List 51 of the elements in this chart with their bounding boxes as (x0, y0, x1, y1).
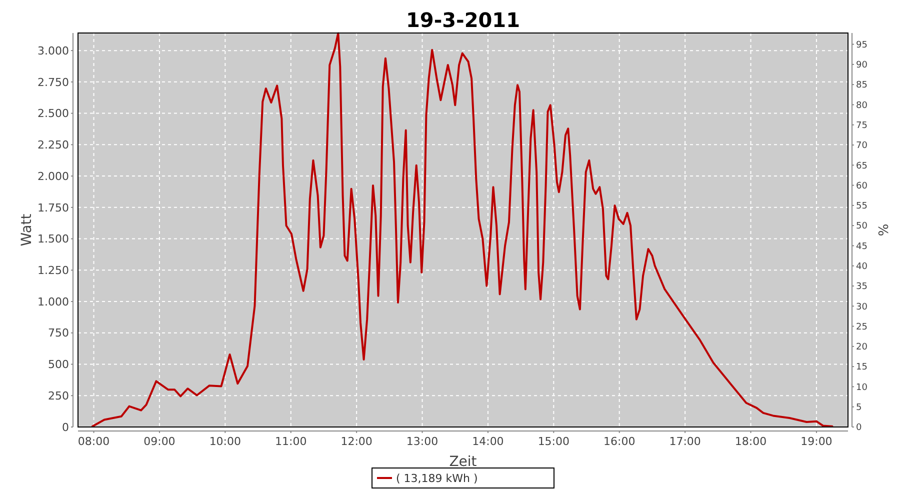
y-tick-label: 0 (62, 420, 69, 434)
y2-tick-label: 0 (856, 423, 862, 434)
y-tick-label: 1.000 (38, 295, 69, 308)
y2-tick-label: 60 (856, 181, 868, 192)
x-tick-label: 17:00 (669, 435, 701, 448)
chart-title: 19-3-2011 (406, 8, 520, 32)
y-tick-label: 2.500 (38, 107, 69, 120)
y-tick-label: 500 (48, 358, 69, 372)
y2-tick-label: 85 (856, 80, 868, 91)
y-axis-title: Watt (19, 213, 35, 246)
y2-tick-label: 90 (856, 60, 868, 71)
x-tick-label: 11:00 (275, 435, 307, 448)
y2-tick-label: 95 (856, 40, 868, 50)
legend-label: ( 13,189 kWh ) (396, 472, 478, 485)
y2-tick-label: 80 (856, 100, 868, 111)
x-tick-label: 10:00 (209, 435, 242, 448)
y2-tick-label: 35 (856, 282, 868, 292)
x-tick-label: 15:00 (538, 435, 570, 448)
x-tick-label: 12:00 (340, 435, 372, 448)
x-tick-label: 18:00 (734, 435, 767, 448)
y-tick-label: 1.500 (38, 232, 69, 246)
y2-tick-label: 45 (856, 242, 868, 252)
y-tick-label: 3.000 (38, 44, 69, 58)
y-tick-label: 250 (48, 389, 69, 402)
y-tick-label: 2.750 (38, 76, 69, 89)
y2-tick-label: 70 (856, 141, 868, 152)
x-axis-title: Zeit (449, 454, 478, 470)
y2-tick-label: 40 (856, 262, 868, 272)
x-tick-label: 19:00 (800, 435, 832, 448)
x-tick-label: 08:00 (78, 435, 110, 448)
y-tick-label: 2.000 (38, 170, 69, 183)
y2-tick-label: 75 (856, 121, 868, 132)
x-tick-label: 13:00 (406, 435, 438, 448)
y2-axis-title: % (877, 224, 892, 236)
y2-tick-label: 10 (856, 382, 868, 393)
y-tick-label: 2.250 (38, 138, 69, 152)
y2-tick-label: 55 (856, 202, 868, 212)
y2-tick-label: 50 (856, 222, 868, 232)
y2-tick-label: 15 (856, 362, 868, 373)
x-tick-label: 09:00 (144, 435, 176, 448)
x-tick-label: 14:00 (472, 435, 504, 448)
y2-tick-label: 25 (856, 322, 868, 332)
y2-tick-label: 30 (856, 302, 868, 312)
x-tick-label: 16:00 (604, 435, 636, 448)
y-tick-label: 750 (48, 326, 69, 340)
y-tick-label: 1.250 (38, 264, 69, 278)
y2-tick-label: 65 (856, 161, 868, 172)
y2-tick-label: 5 (856, 403, 862, 414)
line-series (91, 32, 834, 428)
y2-tick-label: 20 (856, 342, 868, 353)
y-tick-label: 1.750 (38, 201, 69, 214)
